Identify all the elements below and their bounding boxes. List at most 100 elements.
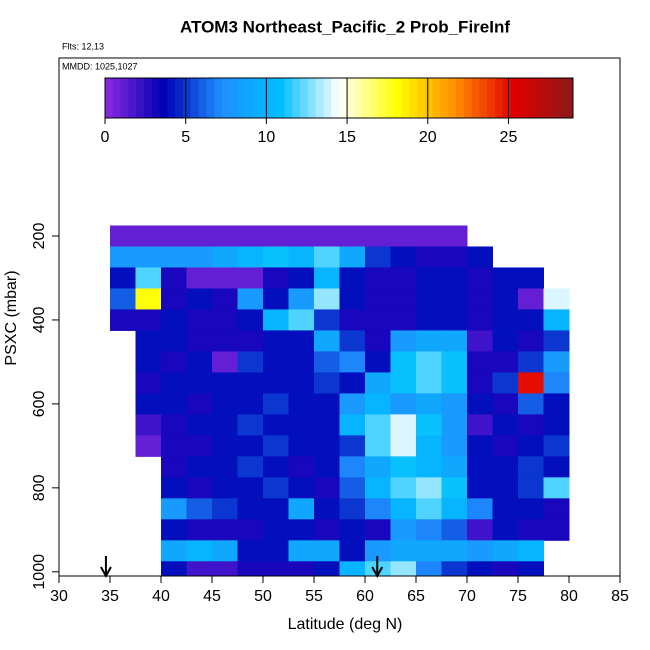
heatmap-cell (237, 414, 264, 436)
heatmap-cell (518, 414, 544, 436)
x-axis-label: Latitude (deg N) (288, 616, 403, 633)
heatmap-cell (237, 435, 264, 457)
plot-frame (58, 57, 621, 577)
heatmap-cell (237, 267, 264, 289)
heatmap-cell (237, 225, 264, 247)
heatmap-cell (314, 498, 340, 520)
colorbar-swatch (432, 78, 441, 118)
heatmap-cell (212, 561, 238, 577)
colorbar-swatch (487, 78, 496, 118)
heatmap-cell (263, 309, 289, 331)
heatmap-cell (518, 372, 544, 394)
heatmap-cell (161, 498, 187, 520)
colorbar-swatch (417, 78, 426, 118)
heatmap-cell (161, 540, 187, 562)
colorbar-swatch (284, 78, 293, 118)
colorbar-swatch (307, 78, 317, 118)
heatmap-cell (339, 372, 366, 394)
y-axis-label: PSXC (mbar) (3, 270, 20, 365)
colorbar-swatch (378, 78, 387, 118)
heatmap-cell (441, 288, 468, 310)
heatmap-cell (161, 456, 187, 478)
colorbar-swatch (354, 78, 363, 118)
heatmap-cell (365, 435, 391, 457)
heatmap-cell (339, 519, 366, 541)
heatmap-cell (518, 330, 544, 352)
heatmap-cell (416, 330, 442, 352)
heatmap-cell (237, 288, 264, 310)
heatmap-cell (161, 351, 187, 373)
heatmap-cell (390, 498, 417, 520)
heatmap-cell (441, 309, 468, 331)
heatmap-cell (186, 498, 213, 520)
heatmap-cell (365, 246, 391, 268)
heatmap-cell (288, 372, 315, 394)
colorbar-swatch (510, 78, 519, 118)
heatmap-cell (467, 414, 493, 436)
colorbar-swatch (222, 78, 231, 118)
heatmap-cell (365, 498, 391, 520)
heatmap-cell (543, 351, 570, 373)
heatmap-cell (314, 519, 340, 541)
heatmap-cell (416, 414, 442, 436)
heatmap-cell (110, 225, 136, 247)
heatmap-cell (543, 309, 570, 331)
heatmap-cell (467, 309, 493, 331)
heatmap-cell (365, 372, 391, 394)
heatmap-cell (314, 414, 340, 436)
heatmap-cell (543, 477, 570, 499)
heatmap-cell (339, 267, 366, 289)
heatmap-cell (110, 288, 136, 310)
colorbar-swatch (105, 78, 114, 118)
heatmap-cell (441, 456, 468, 478)
heatmap-cell (365, 519, 391, 541)
heatmap-cell (212, 540, 238, 562)
heatmap-cell (416, 372, 442, 394)
heatmap-cell (518, 267, 544, 289)
colorbar-swatch (362, 78, 371, 118)
heatmap-cell (441, 351, 468, 373)
x-tick-label: 40 (152, 588, 170, 605)
heatmap-cell (186, 351, 213, 373)
heatmap-cell (416, 393, 442, 415)
heatmap-cell (518, 393, 544, 415)
heatmap-cell (314, 351, 340, 373)
colorbar-swatch (144, 78, 153, 118)
heatmap-cell (492, 540, 519, 562)
colorbar-swatch (456, 78, 465, 118)
heatmap-cell (441, 246, 468, 268)
colorbar-swatch (409, 78, 418, 118)
heatmap-cell (416, 477, 442, 499)
heatmap-cell (492, 456, 519, 478)
heatmap-cell (186, 246, 213, 268)
colorbar-swatch (261, 78, 270, 118)
heatmap-cell (467, 372, 493, 394)
heatmap-cell (416, 435, 442, 457)
heatmap-cell (390, 267, 417, 289)
heatmap-cell (543, 456, 570, 478)
heatmap-cell (288, 351, 315, 373)
heatmap-cell (518, 519, 544, 541)
heatmap-cell (518, 477, 544, 499)
heatmap-cell (416, 561, 442, 577)
heatmap-cell (467, 330, 493, 352)
colorbar-tick-label: 0 (101, 129, 110, 146)
heatmap-cell (186, 288, 213, 310)
heatmap-cell (492, 561, 519, 577)
heatmap-cell (492, 519, 519, 541)
heatmap-cell (161, 435, 187, 457)
heatmap-cell (441, 267, 468, 289)
heatmap-cell (263, 246, 289, 268)
heatmap-cell (467, 519, 493, 541)
heatmap-cell (212, 351, 238, 373)
heatmap-cell (237, 477, 264, 499)
heatmap-cell (518, 309, 544, 331)
heatmap-cell (237, 309, 264, 331)
heatmap-cell (339, 393, 366, 415)
heatmap-cell (492, 414, 519, 436)
heatmap-cell (467, 540, 493, 562)
heatmap-cell (263, 498, 289, 520)
heatmap-cell (212, 414, 238, 436)
heatmap-cell (161, 414, 187, 436)
heatmap-cell (263, 225, 289, 247)
